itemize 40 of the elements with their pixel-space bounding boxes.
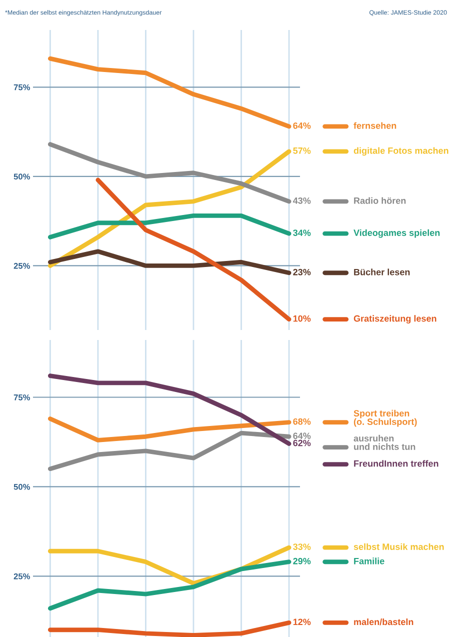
y-tick-label: 50%	[14, 174, 30, 180]
legend-label: Radio hören	[354, 197, 406, 204]
data-label: 10%	[293, 315, 311, 322]
y-tick-label: 25%	[14, 262, 30, 269]
line-series	[48, 416, 292, 442]
line-series	[96, 178, 292, 322]
legend-label: Videogames spielen	[354, 229, 440, 238]
y-tick-label: 75%	[14, 394, 30, 400]
legend-label: Familie	[354, 558, 384, 564]
line-series	[48, 560, 292, 611]
line-series	[48, 56, 292, 129]
legend-label: malen/basteln	[354, 618, 414, 626]
data-label: 34%	[293, 230, 311, 236]
data-label: 64%	[293, 432, 311, 440]
legend-label: FreundInnen treffen	[354, 460, 438, 467]
legend-label: Gratiszeitung lesen	[354, 315, 436, 324]
data-label: 29%	[293, 558, 311, 564]
line-series	[48, 142, 292, 204]
data-label: 33%	[293, 544, 311, 550]
y-tick-label: 50%	[14, 484, 30, 490]
data-label: 43%	[292, 197, 311, 204]
legend-label: ausruhen und nichts tun	[354, 434, 416, 450]
data-label: 62%	[293, 440, 311, 446]
legend-label: digitale Fotos machen	[354, 147, 448, 156]
line-series	[48, 430, 292, 472]
data-label: 57%	[293, 147, 311, 154]
legend-label: Bücher lesen	[354, 268, 410, 276]
line-series	[48, 374, 292, 446]
y-tick-label: 25%	[14, 573, 30, 580]
line-series	[48, 249, 292, 276]
y-tick-label: 75%	[14, 84, 30, 90]
line-series	[48, 620, 292, 637]
legend-label: selbst Musik machen	[354, 543, 444, 550]
data-label: 64%	[293, 122, 311, 129]
legend-label: fernsehen	[354, 122, 396, 129]
text: Sport treiben (o. Schulsport)	[354, 410, 417, 427]
data-label: 12%	[293, 618, 311, 626]
line-series	[48, 213, 292, 240]
data-label: 68%	[293, 418, 311, 425]
data-label: 23%	[293, 268, 311, 276]
